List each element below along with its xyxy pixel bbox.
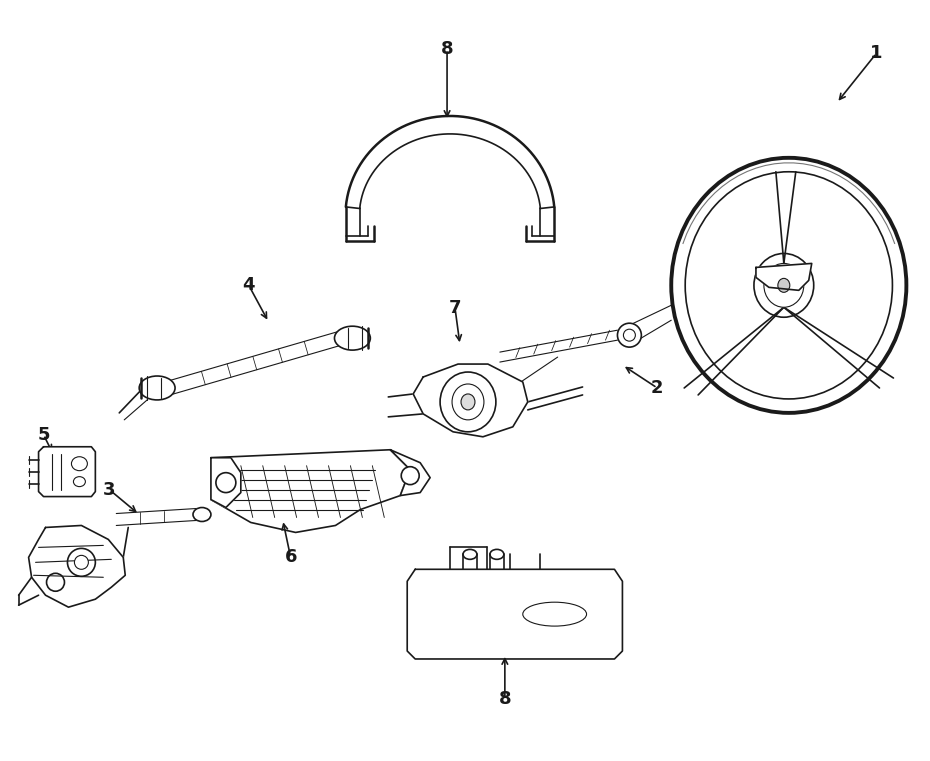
Polygon shape xyxy=(413,364,527,437)
Ellipse shape xyxy=(73,476,86,486)
Polygon shape xyxy=(211,450,410,533)
Ellipse shape xyxy=(140,376,175,400)
Ellipse shape xyxy=(523,602,587,626)
Text: 7: 7 xyxy=(449,299,461,317)
Polygon shape xyxy=(346,116,554,232)
Ellipse shape xyxy=(754,253,814,317)
Polygon shape xyxy=(211,457,241,508)
Text: 8: 8 xyxy=(441,40,454,58)
Polygon shape xyxy=(756,263,812,291)
Text: 5: 5 xyxy=(37,426,50,444)
Circle shape xyxy=(216,473,236,492)
Text: 3: 3 xyxy=(103,481,115,498)
Ellipse shape xyxy=(440,372,496,431)
Text: 8: 8 xyxy=(498,689,512,708)
Polygon shape xyxy=(38,447,96,497)
Circle shape xyxy=(46,573,64,591)
Ellipse shape xyxy=(461,394,475,410)
Ellipse shape xyxy=(764,263,804,307)
Ellipse shape xyxy=(335,326,370,350)
Circle shape xyxy=(74,556,88,569)
Ellipse shape xyxy=(671,158,907,413)
Circle shape xyxy=(401,466,419,485)
Text: 2: 2 xyxy=(651,379,663,397)
Ellipse shape xyxy=(685,172,893,399)
Ellipse shape xyxy=(463,549,477,559)
Polygon shape xyxy=(391,450,431,495)
Text: 4: 4 xyxy=(243,276,255,295)
Circle shape xyxy=(623,330,635,341)
Ellipse shape xyxy=(72,457,87,470)
Ellipse shape xyxy=(490,549,504,559)
Text: 6: 6 xyxy=(285,549,297,566)
Text: 1: 1 xyxy=(870,44,883,62)
Circle shape xyxy=(618,323,642,347)
Circle shape xyxy=(68,549,96,576)
Polygon shape xyxy=(407,569,622,659)
Ellipse shape xyxy=(777,279,790,292)
Polygon shape xyxy=(29,525,126,607)
Ellipse shape xyxy=(193,508,211,521)
Ellipse shape xyxy=(452,384,484,420)
